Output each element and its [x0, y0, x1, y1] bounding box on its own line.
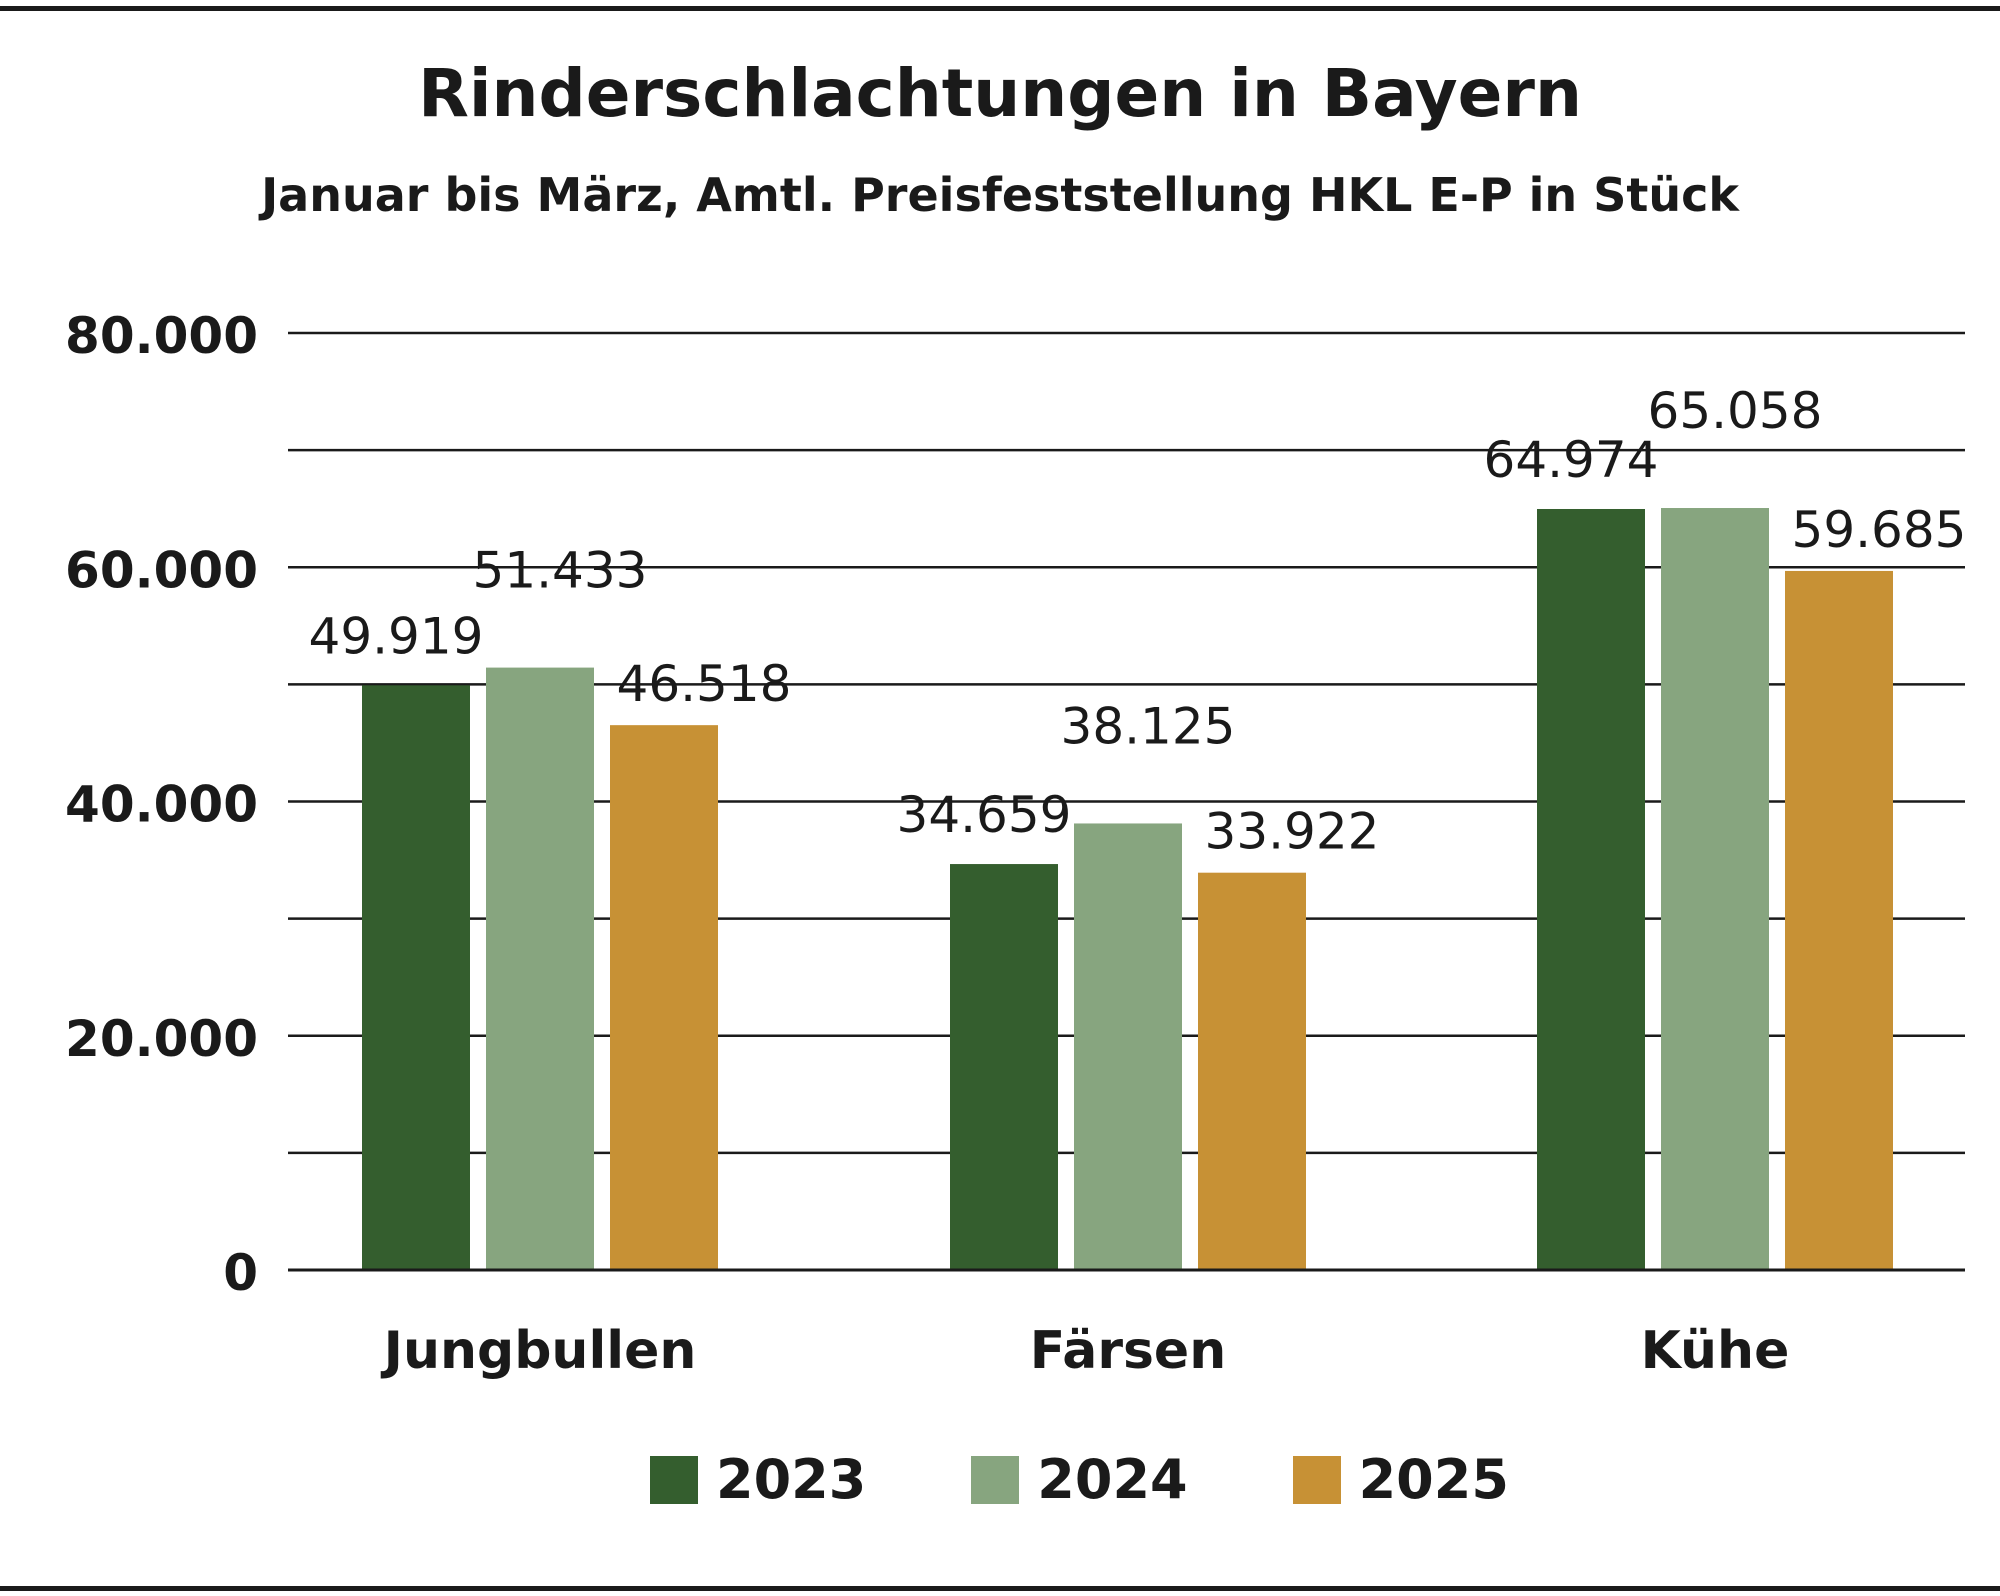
legend-swatch-2024: [971, 1455, 1020, 1504]
bar-färsen-2025: [1198, 872, 1306, 1270]
legend-item-2025: 2025: [1292, 1448, 1509, 1511]
bar-kühe-2024: [1661, 508, 1769, 1270]
legend-swatch-2025: [1292, 1455, 1341, 1504]
y-tick-label-80000: 80.000: [65, 307, 258, 365]
chart-title: Rinderschlachtungen in Bayern: [418, 55, 1582, 132]
y-tick-label-0: 0: [223, 1244, 258, 1302]
chart-subtitle: Januar bis März, Amtl. Preisfeststellung…: [261, 168, 1739, 222]
data-label-kühe-2023: 64.974: [1484, 431, 1659, 489]
x-tick-label-jungbullen: Jungbullen: [381, 1321, 697, 1381]
bar-jungbullen-2025: [610, 725, 718, 1270]
legend: 2023 2024 2025: [650, 1448, 1614, 1511]
data-label-färsen-2023: 34.659: [897, 786, 1072, 844]
bar-jungbullen-2023: [362, 685, 470, 1270]
x-tick-label-kühe: Kühe: [1641, 1321, 1790, 1381]
bar-jungbullen-2024: [486, 667, 594, 1270]
legend-label-2023: 2023: [716, 1448, 867, 1511]
bar-färsen-2023: [950, 864, 1058, 1270]
bar-kühe-2023: [1537, 508, 1645, 1270]
data-label-kühe-2024: 65.058: [1648, 382, 1823, 440]
bar-kühe-2025: [1785, 570, 1893, 1270]
y-tick-label-20000: 20.000: [65, 1010, 258, 1068]
data-label-jungbullen-2023: 49.919: [309, 607, 484, 665]
x-tick-label-färsen: Färsen: [1030, 1321, 1226, 1381]
bottom-rule: [0, 1586, 2000, 1591]
data-label-färsen-2025: 33.922: [1205, 803, 1380, 861]
data-label-jungbullen-2024: 51.433: [473, 542, 648, 600]
legend-item-2024: 2024: [971, 1448, 1188, 1511]
data-label-färsen-2024: 38.125: [1061, 697, 1236, 755]
data-label-kühe-2025: 59.685: [1792, 501, 1967, 559]
legend-label-2024: 2024: [1037, 1448, 1188, 1511]
legend-label-2025: 2025: [1358, 1448, 1509, 1511]
bar-färsen-2024: [1074, 823, 1182, 1270]
y-tick-label-60000: 60.000: [65, 541, 258, 599]
legend-item-2023: 2023: [650, 1448, 866, 1511]
top-rule: [0, 6, 2000, 11]
data-label-jungbullen-2025: 46.518: [617, 655, 792, 713]
y-tick-label-40000: 40.000: [65, 776, 258, 834]
legend-swatch-2023: [650, 1455, 698, 1504]
